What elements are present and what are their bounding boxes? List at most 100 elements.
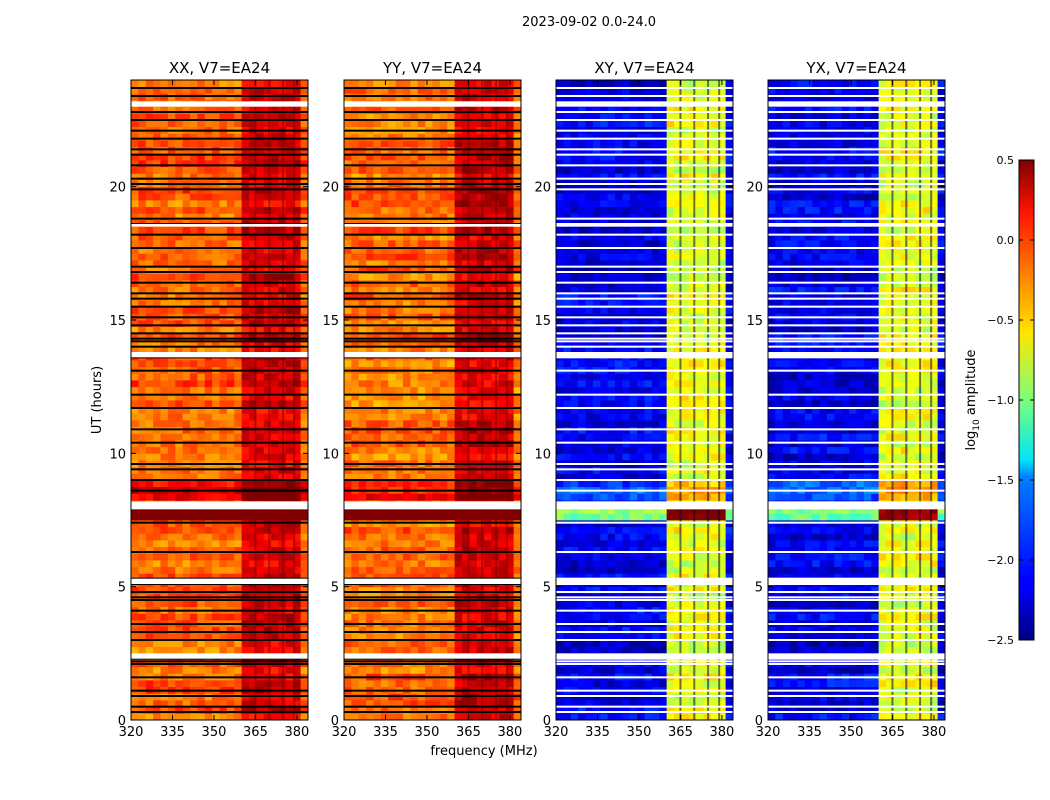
heatmap-cell <box>271 413 279 421</box>
heatmap-cell <box>344 420 352 428</box>
heatmap-cell <box>256 226 265 234</box>
heatmap-cell <box>175 433 184 441</box>
heatmap-cell <box>300 173 309 181</box>
heatmap-cell <box>366 473 374 481</box>
heatmap-cell <box>138 246 147 254</box>
heatmap-cell <box>160 700 169 708</box>
heatmap-cell <box>263 306 272 314</box>
heatmap-cell <box>285 133 294 141</box>
heatmap-cell <box>403 433 411 441</box>
heatmap-cell <box>256 413 265 421</box>
heatmap-cell <box>271 166 279 174</box>
heatmap-cell <box>469 566 478 574</box>
heatmap-cell <box>454 333 463 341</box>
heatmap-cell <box>469 226 478 234</box>
heatmap-cell <box>263 713 272 721</box>
heatmap-cell <box>447 433 456 441</box>
heatmap-cell <box>271 113 279 121</box>
heatmap-cell <box>417 300 426 308</box>
heatmap-cell <box>513 646 522 654</box>
heatmap-cell <box>373 506 382 514</box>
heatmap-cell <box>145 420 154 428</box>
heatmap-cell <box>410 380 419 388</box>
heatmap-cell <box>380 273 389 281</box>
panel-frame <box>130 79 309 721</box>
heatmap-cell <box>513 386 522 394</box>
heatmap-cell <box>234 200 243 208</box>
heatmap-cell <box>506 240 515 248</box>
heatmap-cell <box>366 526 374 534</box>
flagged-integration <box>344 281 521 284</box>
heatmap-cell <box>410 613 419 621</box>
heatmap-cell <box>469 540 478 548</box>
heatmap-cell <box>249 633 257 641</box>
heatmap-cell <box>476 513 485 521</box>
heatmap-cell <box>153 566 161 574</box>
heatmap-cell <box>439 600 448 608</box>
heatmap-cell <box>344 233 352 241</box>
heatmap-cell <box>300 473 309 481</box>
heatmap-cell <box>447 133 456 141</box>
heatmap-cell <box>293 553 302 561</box>
heatmap-cell <box>380 506 389 514</box>
heatmap-cell <box>153 406 161 414</box>
heatmap-cell <box>271 666 279 674</box>
heatmap-cell <box>263 506 272 514</box>
flagged-integration <box>131 148 308 151</box>
heatmap-cell <box>484 273 492 281</box>
flagged-integration <box>344 695 521 697</box>
flagged-integration <box>131 271 308 273</box>
heatmap-cell <box>300 513 309 521</box>
heatmap-cell <box>476 320 485 328</box>
heatmap-cell <box>219 706 228 714</box>
heatmap-cell <box>600 666 609 674</box>
heatmap-cell <box>175 253 184 261</box>
heatmap-cell <box>439 166 448 174</box>
heatmap-cell <box>241 560 250 568</box>
heatmap-cell <box>454 546 463 554</box>
heatmap-cell <box>710 706 719 714</box>
heatmap-cell <box>366 553 374 561</box>
heatmap-cell <box>388 513 397 521</box>
heatmap-cell <box>484 86 492 94</box>
heatmap-cell <box>351 473 360 481</box>
flagged-integration <box>344 316 521 319</box>
heatmap-cell <box>344 193 352 201</box>
heatmap-cell <box>175 600 184 608</box>
heatmap-cell <box>469 666 478 674</box>
heatmap-cell <box>725 713 734 721</box>
heatmap-cell <box>469 200 478 208</box>
heatmap-cell <box>145 306 154 314</box>
heatmap-cell <box>513 586 522 594</box>
heatmap-cell <box>439 113 448 121</box>
heatmap-cell <box>344 86 352 94</box>
heatmap-cell <box>476 340 485 348</box>
heatmap-cell <box>226 633 235 641</box>
heatmap-cell <box>182 213 191 221</box>
heatmap-cell <box>395 253 404 261</box>
heatmap-cell <box>366 360 374 368</box>
heatmap-cell <box>204 320 213 328</box>
heatmap-cell <box>417 513 426 521</box>
heatmap-cell <box>219 260 228 268</box>
figure-suptitle: 2023-09-02 0.0-24.0 <box>522 15 656 30</box>
heatmap-cell <box>484 506 492 514</box>
heatmap-cell <box>358 420 367 428</box>
heatmap-cell <box>462 293 470 301</box>
heatmap-cell <box>476 113 485 121</box>
flagged-integration <box>131 332 308 335</box>
heatmap-cell <box>226 626 235 634</box>
heatmap-cell <box>300 386 309 394</box>
flagged-integration <box>131 689 308 692</box>
heatmap-cell <box>380 473 389 481</box>
heatmap-cell <box>403 140 411 148</box>
heatmap-cell <box>395 373 404 381</box>
heatmap-cell <box>373 120 382 128</box>
heatmap-cell <box>432 113 441 121</box>
heatmap-cell <box>175 506 184 514</box>
heatmap-cell <box>182 533 191 541</box>
heatmap-cell <box>476 346 485 354</box>
heatmap-cell <box>256 400 265 408</box>
heatmap-cell <box>145 120 154 128</box>
heatmap-cell <box>506 306 515 314</box>
